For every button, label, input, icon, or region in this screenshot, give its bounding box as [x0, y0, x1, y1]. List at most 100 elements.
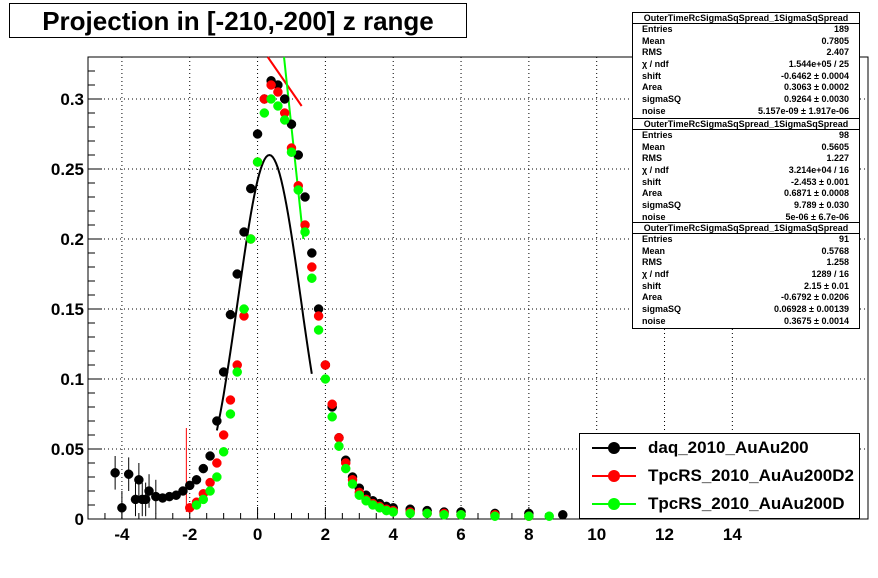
data-point-daq: [558, 510, 568, 520]
data-point-tpcrs-d2: [307, 262, 317, 272]
y-tick-label: 0.05: [51, 440, 84, 459]
stats-value: 0.5605: [821, 141, 849, 152]
data-point-tpcrs-d: [293, 185, 304, 195]
data-point-tpcrs-d: [259, 108, 270, 118]
stats-value: 5.157e-09 ± 1.917e-06: [757, 105, 849, 116]
stats-value: 0.9264 ± 0.0030: [784, 94, 849, 105]
data-point-tpcrs-d: [252, 157, 263, 167]
data-point-tpcrs-d: [388, 507, 398, 517]
stats-row-shift: shift 2.15 ± 0.01: [633, 281, 859, 293]
stats-value: 0.7805: [821, 35, 849, 46]
legend-item-daq: daq_2010_AuAu200: [580, 434, 859, 462]
data-point-tpcrs-d: [439, 510, 449, 520]
data-point-tpcrs-d: [225, 409, 236, 419]
fit-curve-daq: [215, 153, 313, 431]
data-point-daq: [144, 486, 154, 496]
stats-value: 0.3063 ± 0.0002: [784, 82, 849, 93]
data-point-tpcrs-d: [218, 447, 229, 457]
stats-key: noise: [642, 211, 666, 222]
data-point-tpcrs-d: [198, 494, 209, 505]
stats-row-mean: Mean 0.7805: [633, 36, 859, 48]
stats-key: Mean: [642, 141, 666, 152]
stats-value: -0.6792 ± 0.0206: [781, 292, 849, 303]
stats-row-rms: RMS 1.227: [633, 153, 859, 165]
legend-marker: [608, 470, 620, 482]
data-point-tpcrs-d: [340, 463, 351, 474]
y-tick-label: 0.25: [51, 160, 84, 179]
data-point-tpcrs-d: [347, 479, 358, 489]
stats-value: -0.6462 ± 0.0004: [781, 70, 849, 81]
legend-item-tpcrs-d: TpcRS_2010_AuAu200D: [580, 490, 859, 518]
stats-row-shift: shift -0.6462 ± 0.0004: [633, 71, 859, 83]
data-point-tpcrs-d2: [225, 395, 236, 405]
legend-marker: [608, 442, 620, 454]
stats-row-sigmasq: sigmaSQ 0.06928 ± 0.00139: [633, 304, 859, 316]
x-tick-label: 12: [655, 525, 674, 544]
stats-box-daq: OuterTimeRcSigmaSqSpread_1SigmaSqSpread …: [632, 12, 860, 119]
data-point-tpcrs-d: [456, 510, 466, 520]
data-point-tpcrs-d: [422, 508, 432, 519]
x-tick-label: -2: [182, 525, 197, 544]
x-tick-label: 8: [524, 525, 533, 544]
stats-key: RMS: [642, 47, 662, 58]
data-point-daq: [198, 463, 209, 474]
data-point-tpcrs-d: [361, 496, 371, 506]
stats-value: 1.227: [826, 153, 849, 164]
stats-value: 9.789 ± 0.030: [794, 200, 849, 211]
stats-key: noise: [642, 315, 666, 326]
data-point-tpcrs-d2: [327, 399, 337, 409]
stats-key: Entries: [642, 130, 673, 140]
x-tick-label: 14: [723, 525, 742, 544]
stats-row-area: Area 0.3063 ± 0.0002: [633, 82, 859, 94]
data-point-tpcrs-d: [205, 486, 215, 496]
stats-row-entries: Entries 98: [633, 130, 859, 142]
stats-key: noise: [642, 105, 666, 116]
x-tick-label: 0: [253, 525, 262, 544]
data-point-daq: [286, 119, 297, 129]
data-point-tpcrs-d: [327, 412, 337, 422]
stats-value: 0.06928 ± 0.00139: [773, 304, 849, 315]
data-point-tpcrs-d2: [334, 433, 344, 443]
data-point-tpcrs-d2: [266, 80, 276, 90]
x-tick-label: 10: [587, 525, 606, 544]
chart-title: Projection in [-210,-200] z range: [42, 6, 434, 36]
data-point-tpcrs-d: [212, 472, 222, 482]
data-point-daq: [134, 475, 144, 485]
stats-row-mean: Mean 0.5768: [633, 246, 859, 258]
data-point-tpcrs-d2: [313, 311, 324, 321]
stats-row-sigmasq: sigmaSQ 0.9264 ± 0.0030: [633, 94, 859, 106]
stats-key: shift: [642, 70, 661, 81]
stats-value: 0.6871 ± 0.0008: [784, 188, 849, 199]
x-tick-label: 4: [388, 525, 398, 544]
legend-label: TpcRS_2010_AuAu200D: [648, 494, 845, 513]
legend-item-tpcrs-d2: TpcRS_2010_AuAu200D2: [580, 462, 859, 490]
data-point-daq: [140, 494, 151, 505]
data-point-daq: [178, 486, 188, 496]
stats-key: Area: [642, 82, 663, 93]
data-point-tpcrs-d: [232, 367, 242, 377]
stats-key: sigmaSQ: [642, 94, 682, 105]
stats-key: Mean: [642, 35, 666, 46]
data-point-daq: [191, 475, 202, 485]
stats-row-area: Area 0.6871 ± 0.0008: [633, 188, 859, 200]
stats-value: 5e-06 ± 6.7e-06: [785, 211, 849, 222]
stats-key: shift: [642, 176, 661, 187]
stats-value: 2.407: [826, 47, 849, 58]
stats-header: OuterTimeRcSigmaSqSpread_1SigmaSqSpread: [633, 13, 859, 24]
stats-value: 3.214e+04 / 16: [788, 165, 849, 176]
stats-key: Area: [642, 292, 663, 303]
data-point-tpcrs-d: [286, 147, 297, 157]
stats-row-noise: noise 5.157e-09 ± 1.917e-06: [633, 106, 859, 118]
stats-row-entries: Entries 91: [633, 234, 859, 246]
title-box: Projection in [-210,-200] z range: [9, 3, 467, 38]
stats-row-chi2: χ / ndf 1289 / 16: [633, 269, 859, 281]
data-point-tpcrs-d: [191, 500, 202, 510]
data-point-tpcrs-d2: [218, 430, 229, 440]
stats-box-tpcrs-d: OuterTimeRcSigmaSqSpread_1SigmaSqSpread …: [632, 222, 860, 329]
stats-key: RMS: [642, 153, 662, 164]
data-point-tpcrs-d: [524, 511, 534, 521]
x-tick-label: -4: [114, 525, 130, 544]
stats-key: χ / ndf: [642, 59, 669, 70]
stats-row-sigmasq: sigmaSQ 9.789 ± 0.030: [633, 200, 859, 212]
stats-row-rms: RMS 2.407: [633, 47, 859, 59]
